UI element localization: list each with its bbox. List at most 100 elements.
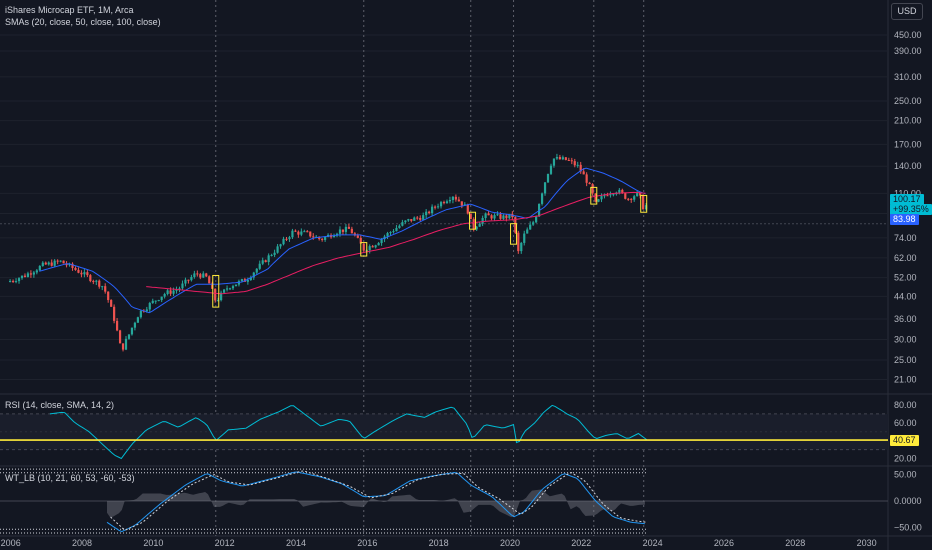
candle-body <box>220 292 223 301</box>
candle-body <box>496 214 499 216</box>
candle-body <box>356 235 359 238</box>
sma-short-line <box>39 167 646 314</box>
candle-body <box>214 288 217 301</box>
candle-body <box>20 275 24 279</box>
candle-body <box>264 260 267 263</box>
candle-body <box>448 200 452 202</box>
candle-body <box>404 220 407 223</box>
candle-body <box>481 217 484 224</box>
candle-body <box>249 277 252 280</box>
candle-body <box>371 246 374 248</box>
candle-body <box>478 223 481 227</box>
highlight-box <box>510 223 518 245</box>
price-tick-label: 21.00 <box>894 375 917 385</box>
candle-body <box>211 283 214 289</box>
candle-body <box>529 224 532 230</box>
candle-body <box>606 195 609 197</box>
candle-body <box>600 196 603 200</box>
candle-body <box>178 288 181 290</box>
candle-body <box>74 267 77 270</box>
candle-body <box>413 217 416 221</box>
candle-body <box>14 281 18 283</box>
candle-body <box>47 262 50 265</box>
time-tick-label: 2012 <box>215 538 235 548</box>
candle-body <box>588 182 591 185</box>
candle-body <box>291 230 294 238</box>
candle-body <box>115 320 119 331</box>
candle-body <box>113 306 116 321</box>
symbol-title: iShares Microcap ETF, 1M, Arca <box>5 5 134 15</box>
candle-body <box>338 229 342 234</box>
candle-body <box>472 219 475 230</box>
candle-body <box>17 278 21 282</box>
candle-body <box>532 222 535 225</box>
candle-body <box>246 279 249 282</box>
candle-body <box>380 239 383 244</box>
candle-body <box>368 246 371 251</box>
candle-body <box>573 161 576 166</box>
candle-body <box>89 275 92 282</box>
candle-body <box>419 217 422 220</box>
candle-body <box>92 281 95 283</box>
candle-body <box>83 272 86 275</box>
time-tick-label: 2022 <box>571 538 591 548</box>
candle-body <box>300 231 303 235</box>
candle-body <box>44 262 47 265</box>
candle-body <box>148 302 151 310</box>
candle-body <box>642 195 645 210</box>
candle-body <box>225 288 229 290</box>
highlight-box <box>469 211 477 230</box>
currency-button[interactable]: USD <box>891 3 923 20</box>
price-tick-label: 170.00 <box>894 139 922 149</box>
rsi-legend[interactable]: RSI (14, close, SMA, 14, 2) <box>5 400 115 410</box>
candle-body <box>523 233 526 243</box>
candle-body <box>217 300 220 302</box>
candle-body <box>603 195 606 197</box>
candle-body <box>395 227 398 232</box>
candle-body <box>505 215 508 219</box>
candle-body <box>35 270 38 273</box>
time-tick-label: 2006 <box>1 538 21 548</box>
candle-body <box>166 290 169 294</box>
price-tick-label: 74.00 <box>894 233 917 243</box>
wt-tick-label: 0.0000 <box>894 496 922 506</box>
candle-body <box>439 202 443 207</box>
candle-body <box>255 268 258 273</box>
candle-body <box>80 272 83 275</box>
price-tick-label: 110.00 <box>894 188 921 198</box>
candle-body <box>26 273 30 277</box>
candle-body <box>187 279 190 281</box>
candle-body <box>127 334 131 339</box>
candle-body <box>124 338 128 350</box>
candle-body <box>401 222 404 226</box>
wt1-line <box>106 471 645 533</box>
candle-body <box>261 260 264 264</box>
candle-body <box>252 272 255 278</box>
candle-body <box>431 206 434 214</box>
candle-body <box>416 217 419 219</box>
candle-body <box>341 229 345 232</box>
candle-body <box>11 280 15 282</box>
time-tick-label: 2018 <box>429 538 449 548</box>
candle-body <box>359 237 362 244</box>
candle-body <box>62 260 65 264</box>
candle-body <box>460 201 463 206</box>
candle-body <box>205 273 208 277</box>
candle-body <box>231 286 235 289</box>
candle-body <box>98 280 101 287</box>
candle-body <box>570 160 573 162</box>
sma-legend[interactable]: SMAs (20, close, 50, close, 100, close) <box>5 17 161 27</box>
candle-body <box>53 260 56 266</box>
candle-body <box>410 219 413 221</box>
candle-body <box>392 231 395 233</box>
candle-body <box>175 289 178 291</box>
candle-body <box>196 273 199 275</box>
candle-body <box>258 263 261 269</box>
candle-body <box>624 192 627 199</box>
wt-legend[interactable]: WT_LB (10, 21, 60, 53, -60, -53) <box>5 473 135 483</box>
candle-body <box>579 164 582 172</box>
candle-body <box>526 229 529 234</box>
candle-body <box>451 196 455 201</box>
candle-body <box>133 322 137 328</box>
candle-body <box>517 232 520 252</box>
